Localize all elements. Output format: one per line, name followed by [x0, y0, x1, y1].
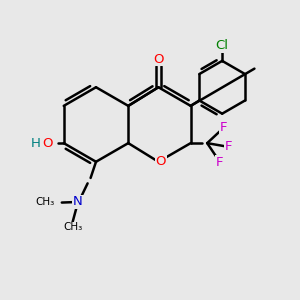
- Text: O: O: [153, 52, 164, 65]
- Text: F: F: [216, 156, 224, 169]
- Text: F: F: [220, 121, 227, 134]
- Text: CH₃: CH₃: [63, 223, 82, 232]
- Text: N: N: [73, 196, 83, 208]
- Text: O: O: [42, 136, 52, 150]
- Text: O: O: [156, 155, 166, 168]
- Text: Cl: Cl: [216, 39, 229, 52]
- Text: F: F: [225, 140, 232, 153]
- Text: H: H: [30, 136, 40, 150]
- Text: CH₃: CH₃: [36, 197, 55, 207]
